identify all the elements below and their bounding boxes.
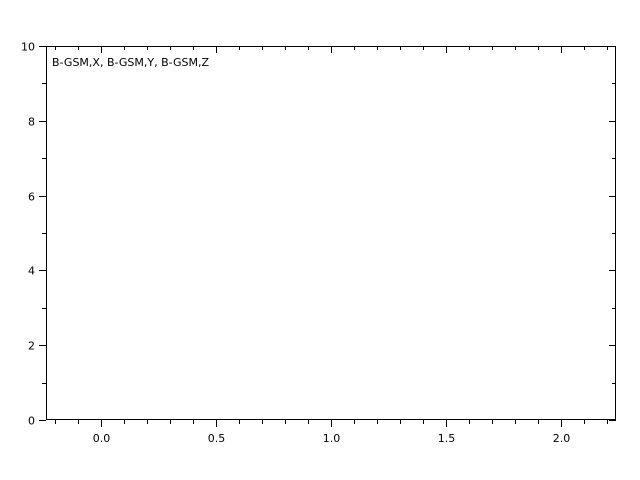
x-tick-label: 0.5 [208,432,226,445]
y-tick-label: 6 [28,191,35,204]
y-tick-label: 2 [28,340,35,353]
x-axis-major-ticks [101,46,562,427]
plot-area-background [47,47,615,419]
plot-frame-box [46,46,616,420]
series-legend-label: B-GSM,X, B-GSM,Y, B-GSM,Z [52,56,209,69]
y-axis-tick-labels: 0 2 4 6 8 10 [21,41,35,428]
x-tick-label: 1.5 [438,432,456,445]
y-tick-label: 10 [21,41,35,54]
x-axis-tick-labels: 0.0 0.5 1.0 1.5 2.0 [93,432,571,445]
x-tick-label: 2.0 [553,432,571,445]
y-tick-label: 8 [28,116,35,129]
y-tick-label: 4 [28,265,35,278]
x-tick-label: 1.0 [323,432,341,445]
y-tick-label: 0 [28,415,35,428]
x-tick-label: 0.0 [93,432,111,445]
